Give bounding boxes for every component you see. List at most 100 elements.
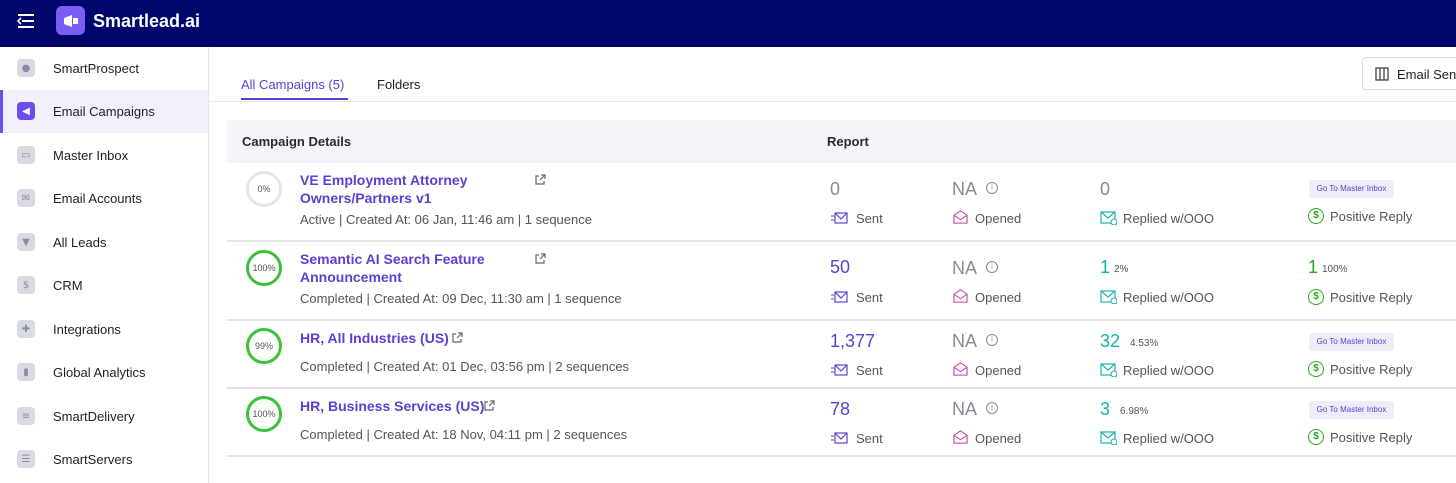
sidebar-item-label: Email Campaigns [53,104,155,119]
sent-label: Sent [856,363,883,378]
info-icon[interactable]: i [986,261,998,273]
replied-percent: 6.98% [1120,406,1149,417]
positive-reply-icon: $ [1308,289,1324,305]
opened-icon [953,289,968,303]
sidebar-item-label: Email Accounts [53,191,142,206]
table-row[interactable]: 100% Semantic AI Search Feature Announcem… [227,242,1456,321]
top-bar: Smartlead.ai [0,0,1456,47]
sent-icon [831,212,848,224]
campaign-title[interactable]: Semantic AI Search Feature Announcement [300,250,485,286]
sent-label: Sent [856,211,883,226]
inbox-icon: ▭ [17,146,35,164]
sent-count: 50 [830,257,851,277]
people-icon: ● [17,59,35,77]
sidebar-item-email-campaigns[interactable]: ◀ Email Campaigns [0,90,208,133]
opened-count: NA [952,399,978,419]
server-icon: ☰ [17,450,35,468]
info-icon[interactable]: i [986,182,998,194]
active-tab-indicator [241,98,348,100]
go-to-master-inbox-button[interactable]: Go To Master Inbox [1309,180,1394,198]
external-link-icon[interactable] [534,253,546,265]
progress-ring: 100% [246,250,282,286]
sidebar-item-global-analytics[interactable]: ▮ Global Analytics [0,351,208,394]
positive-percent: 100% [1322,264,1348,275]
header-report: Report [827,134,869,149]
progress-ring: 100% [246,396,282,432]
progress-ring: 99% [246,328,282,364]
info-icon[interactable]: i [986,334,998,346]
replied-count: 32 [1100,331,1121,351]
layers-icon: ≡ [17,407,35,425]
sent-icon [831,291,848,303]
sidebar-item-smartprospect[interactable]: ● SmartProspect [0,47,208,90]
sent-count: 1,377 [830,331,876,351]
opened-icon [953,430,968,444]
campaign-title-line2: Owners/Partners v1 [300,190,432,206]
replied-icon [1100,431,1117,445]
sidebar-item-all-leads[interactable]: ▼ All Leads [0,221,208,264]
bar-chart-icon: ▮ [17,363,35,381]
positive-label: Positive Reply [1330,430,1413,445]
sidebar-item-integrations[interactable]: ✚ Integrations [0,308,208,351]
sidebar-item-email-accounts[interactable]: ✉ Email Accounts [0,177,208,220]
replied-count: 0 [1100,179,1111,199]
campaign-title-line1: Semantic AI Search Feature [300,251,485,267]
replied-label: Replied w/OOO [1123,211,1215,226]
dollar-icon: $ [17,276,35,294]
sent-icon [831,364,848,376]
campaign-tabs: All Campaigns (5) Folders [209,47,1456,102]
menu-icon[interactable] [15,12,37,30]
envelope-icon: ✉ [17,189,35,207]
tab-folders[interactable]: Folders [377,77,421,92]
campaign-meta: Completed | Created At: 01 Dec, 03:56 pm… [300,359,630,374]
positive-label: Positive Reply [1330,209,1413,224]
replied-label: Replied w/OOO [1123,290,1215,305]
external-link-icon[interactable] [483,400,495,412]
positive-reply-icon: $ [1308,208,1324,224]
sent-label: Sent [856,290,883,305]
table-row[interactable]: 0% VE Employment Attorney Owners/Partners… [227,163,1456,242]
replied-count: 1 [1100,257,1111,277]
campaign-title[interactable]: VE Employment Attorney Owners/Partners v1 [300,171,468,207]
external-link-icon[interactable] [534,174,546,186]
sidebar-item-label: SmartServers [53,452,133,467]
go-to-master-inbox-button[interactable]: Go To Master Inbox [1309,401,1394,419]
replied-count: 3 [1100,399,1111,419]
campaign-title-line2: Announcement [300,269,402,285]
sent-label: Sent [856,431,883,446]
opened-label: Opened [975,211,1022,226]
campaign-title[interactable]: HR, All Industries (US) [300,330,449,346]
campaign-title-line1: VE Employment Attorney [300,172,468,188]
columns-icon [1375,67,1389,81]
sidebar-item-crm[interactable]: $ CRM [0,264,208,307]
table-row[interactable]: 100% HR, Business Services (US) Complete… [227,389,1456,457]
email-sent-column-button[interactable]: Email Sent [1362,57,1456,90]
replied-icon [1100,363,1117,377]
sidebar-item-label: SmartProspect [53,61,139,76]
email-sent-label: Email Sent [1397,67,1456,82]
logo-icon[interactable] [56,6,85,35]
info-icon[interactable]: i [986,402,998,414]
sidebar-item-smartdelivery[interactable]: ≡ SmartDelivery [0,395,208,438]
sidebar: ● SmartProspect ◀ Email Campaigns ▭ Mast… [0,47,209,483]
campaign-meta: Completed | Created At: 09 Dec, 11:30 am… [300,291,622,306]
sidebar-item-master-inbox[interactable]: ▭ Master Inbox [0,134,208,177]
replied-percent: 2% [1114,264,1129,275]
opened-icon [953,362,968,376]
progress-ring: 0% [246,171,282,207]
table-row[interactable]: 99% HR, All Industries (US) Completed | … [227,321,1456,389]
campaign-title[interactable]: HR, Business Services (US) [300,398,485,414]
sent-count: 0 [830,179,841,199]
positive-reply-icon: $ [1308,429,1324,445]
sidebar-item-smartservers[interactable]: ☰ SmartServers [0,438,208,481]
puzzle-icon: ✚ [17,320,35,338]
sidebar-item-label: Master Inbox [53,148,129,163]
replied-icon [1100,211,1117,225]
sidebar-item-label: Global Analytics [53,365,146,380]
opened-icon [953,210,968,224]
external-link-icon[interactable] [451,332,463,344]
tab-all-campaigns[interactable]: All Campaigns (5) [241,77,345,92]
positive-label: Positive Reply [1330,362,1413,377]
go-to-master-inbox-button[interactable]: Go To Master Inbox [1309,333,1394,351]
app-name: Smartlead.ai [93,11,201,31]
